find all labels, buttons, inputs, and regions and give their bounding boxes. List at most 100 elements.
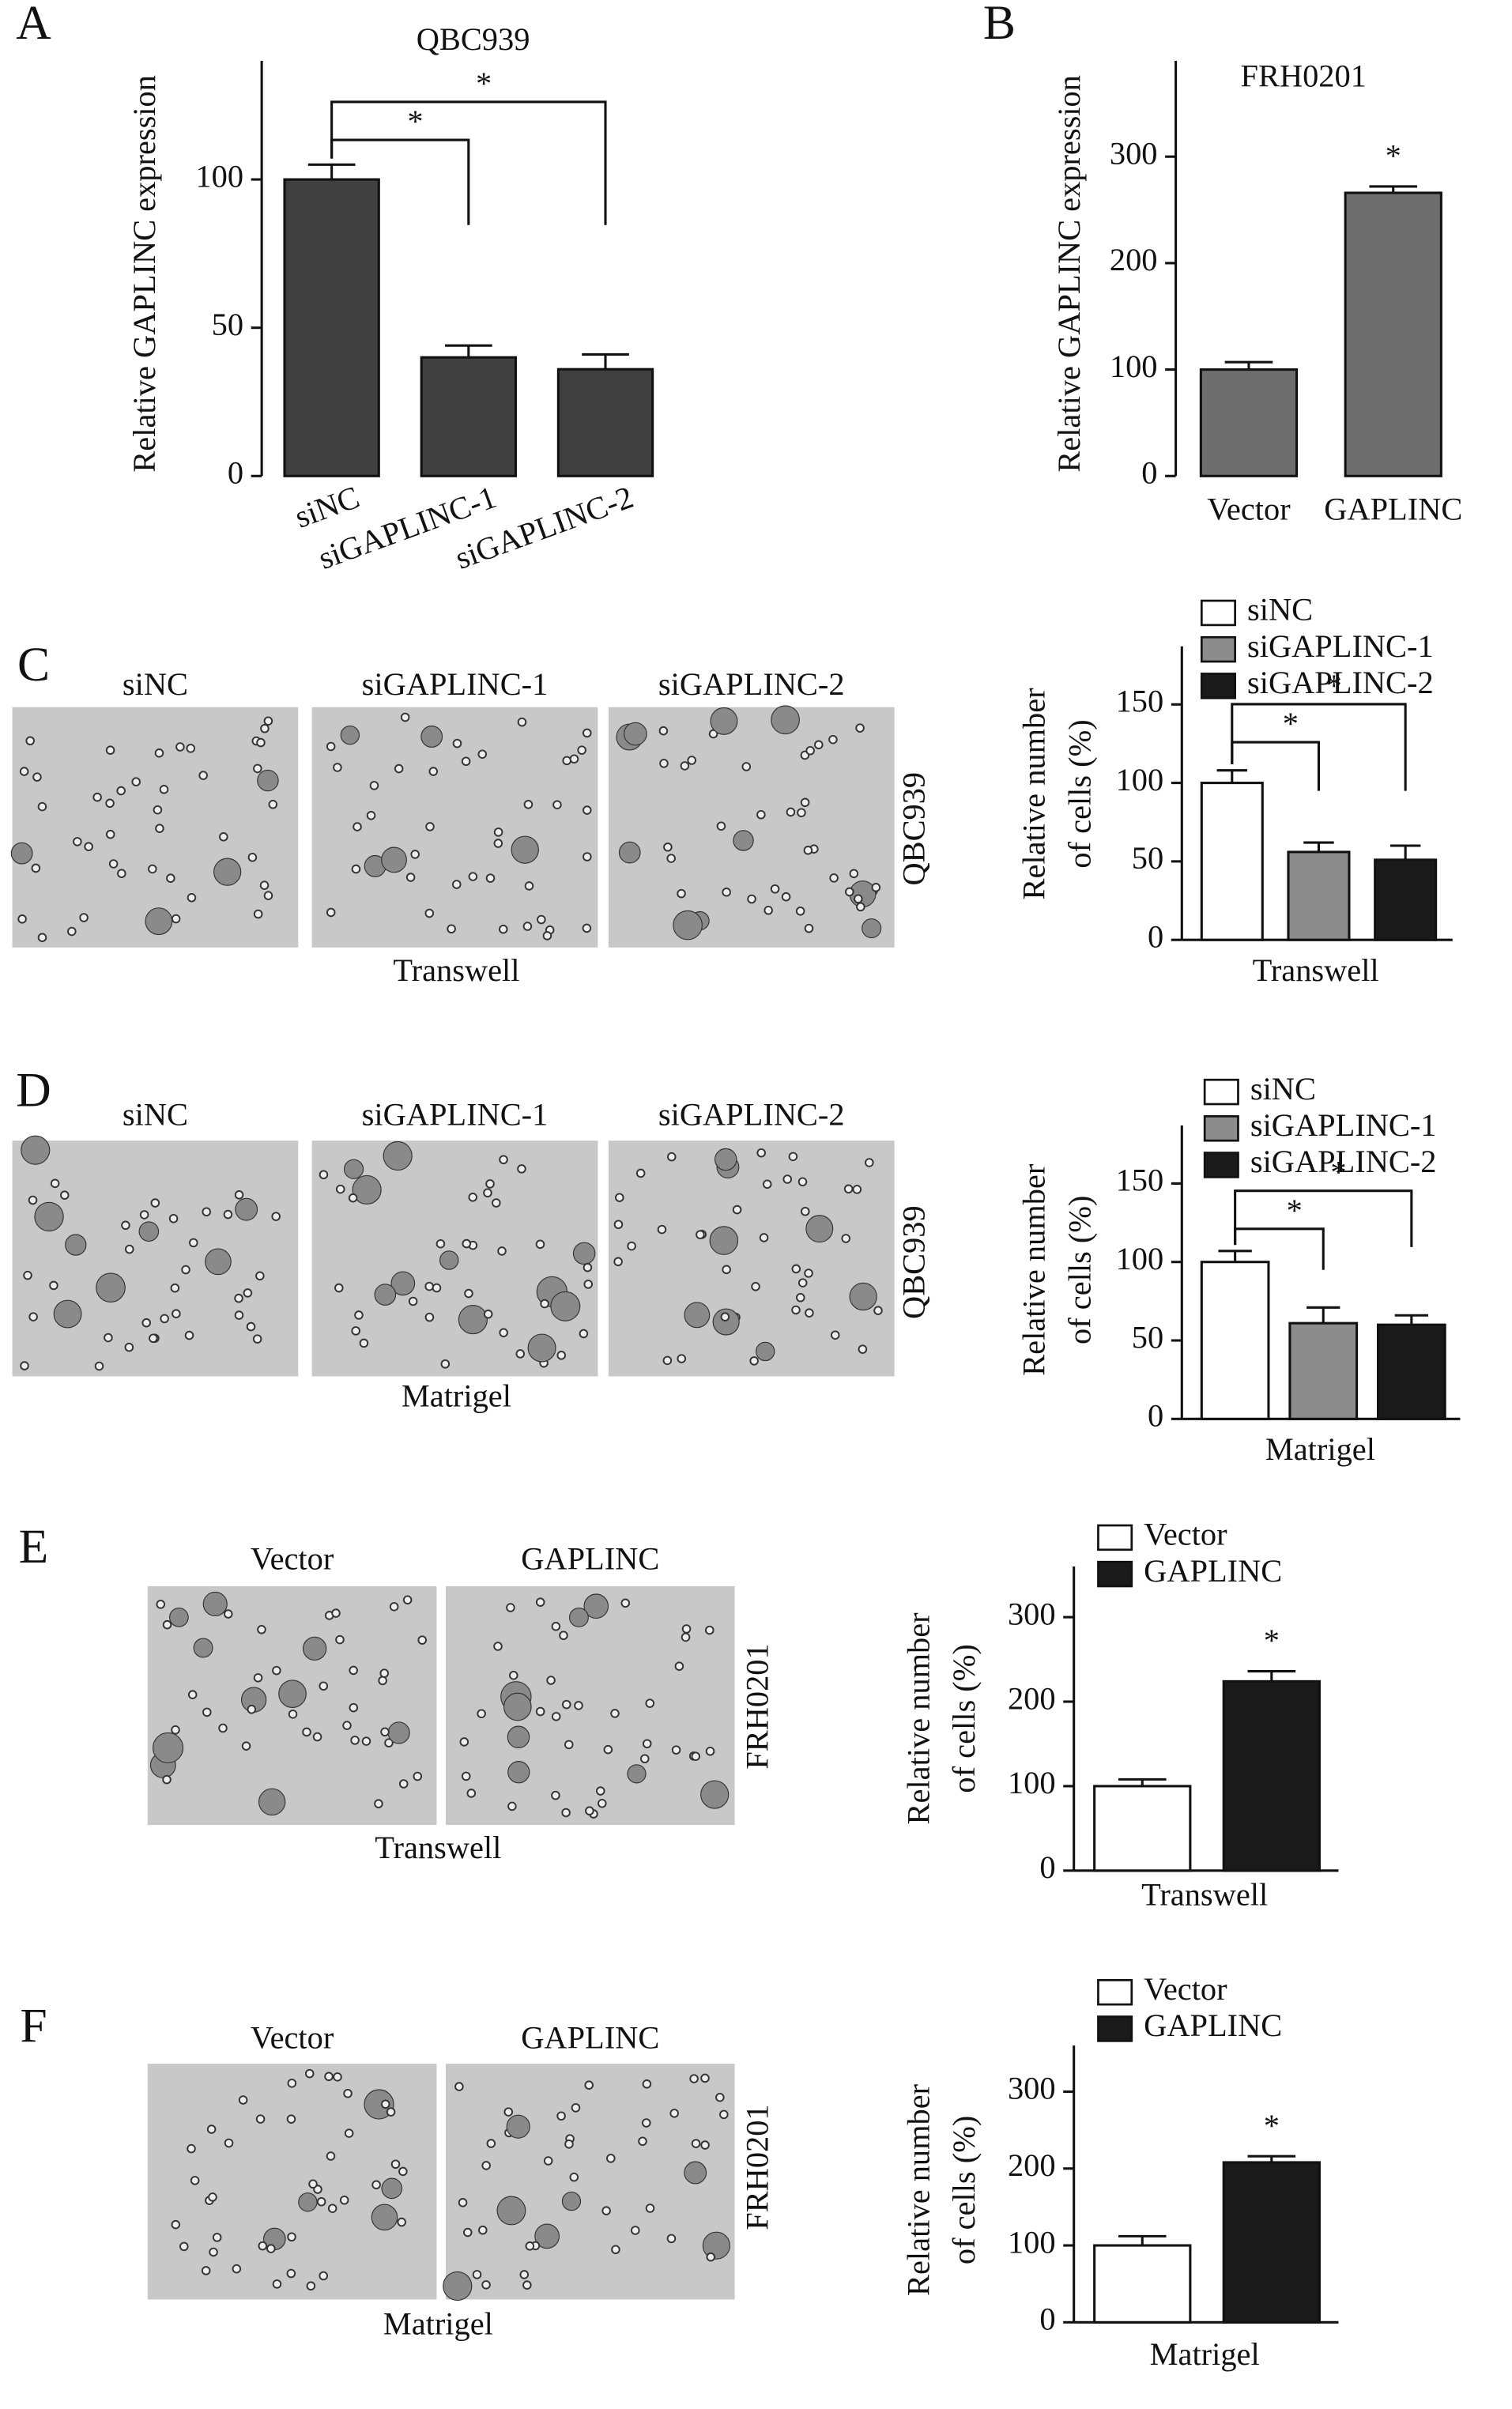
image-label: siGAPLINC-1 [362, 666, 549, 702]
significance-label: * [1330, 1155, 1346, 1190]
cell [208, 2192, 217, 2202]
annotation: * [1264, 2108, 1280, 2143]
cell [506, 1603, 515, 1612]
cell [326, 907, 336, 918]
cell [583, 852, 592, 861]
cell [198, 771, 208, 780]
cell [631, 2226, 640, 2235]
cell [253, 909, 263, 919]
cell [756, 1148, 766, 1158]
cell [258, 2241, 268, 2251]
y-tick-label: 100 [1008, 1765, 1056, 1800]
y-axis-label: of cells (%) [1061, 1196, 1097, 1344]
cell [461, 756, 471, 767]
cell [477, 749, 488, 759]
cell [212, 2233, 222, 2242]
y-tick-label: 200 [1008, 1680, 1056, 1716]
cell [865, 1158, 874, 1167]
cell [805, 745, 815, 756]
cell [205, 1248, 232, 1276]
cell [104, 1333, 113, 1343]
cell [458, 2198, 468, 2207]
cell [556, 1351, 567, 1360]
cell [805, 1308, 814, 1318]
cell [858, 1344, 868, 1354]
cell [405, 873, 416, 882]
y-tick-label: 100 [1008, 2224, 1056, 2260]
bar [556, 368, 654, 477]
cell [722, 888, 731, 897]
cell [257, 1625, 266, 1634]
cell [349, 1665, 358, 1676]
panel-letter: D [16, 1064, 51, 1118]
cell [312, 1732, 322, 1742]
panel-letter: F [20, 1999, 47, 2053]
cell [606, 2154, 616, 2163]
cell [674, 1661, 684, 1671]
cell [481, 2280, 491, 2290]
cell [235, 1197, 258, 1221]
cell [20, 1361, 29, 1370]
cell [478, 2225, 488, 2235]
cell [493, 839, 503, 848]
cell [732, 1204, 742, 1215]
image-caption: Transwell [393, 952, 519, 988]
cell [814, 740, 824, 750]
cell [499, 1155, 508, 1165]
cell [408, 1296, 418, 1306]
cell [782, 1174, 793, 1184]
cell [319, 1170, 329, 1180]
cell [507, 1725, 530, 1749]
cell [871, 883, 881, 892]
cell [503, 2107, 514, 2117]
cell [759, 1233, 769, 1242]
cell [201, 2266, 211, 2275]
legend-swatch [1097, 1524, 1133, 1551]
legend-label: siNC [1247, 592, 1313, 628]
cell [498, 924, 508, 934]
y-axis-label: Relative GAPLINC expression [126, 75, 162, 473]
cell [535, 1706, 545, 1717]
cell [402, 1595, 413, 1605]
x-axis-label: Matrigel [1150, 2336, 1260, 2372]
cell [805, 1215, 834, 1243]
cell [786, 807, 796, 817]
cell [466, 1789, 477, 1798]
bar [283, 178, 380, 477]
cell [371, 2204, 398, 2231]
cell [577, 745, 586, 755]
cell [447, 924, 456, 934]
y-axis-label: Relative number [1016, 688, 1052, 900]
cell [804, 923, 814, 933]
cell [603, 1744, 613, 1755]
bar [1344, 191, 1442, 477]
cell [584, 2080, 594, 2090]
cell [714, 1148, 737, 1171]
x-axis-label: Transwell [1141, 1877, 1268, 1913]
cell [788, 1152, 798, 1162]
cell [327, 2204, 337, 2213]
bar [1200, 1261, 1270, 1420]
cell [148, 864, 157, 874]
cell [598, 1799, 607, 1808]
cell [673, 910, 703, 941]
cell [571, 2103, 581, 2113]
cell [209, 2247, 218, 2257]
cell [278, 1680, 307, 1709]
cell [791, 1305, 801, 1315]
cell [666, 2234, 677, 2244]
cell [141, 1318, 151, 1328]
cell [286, 2114, 296, 2124]
cell [260, 723, 270, 733]
legend-swatch [1203, 1078, 1239, 1106]
cell [534, 2223, 560, 2249]
cell [21, 1135, 51, 1165]
cell [680, 761, 690, 771]
cell [187, 893, 197, 903]
cell [257, 769, 279, 792]
cell [386, 2107, 396, 2117]
cell [627, 1764, 647, 1784]
cell [96, 1272, 126, 1303]
y-tick-label: 100 [1116, 1241, 1164, 1276]
cell [803, 846, 813, 855]
